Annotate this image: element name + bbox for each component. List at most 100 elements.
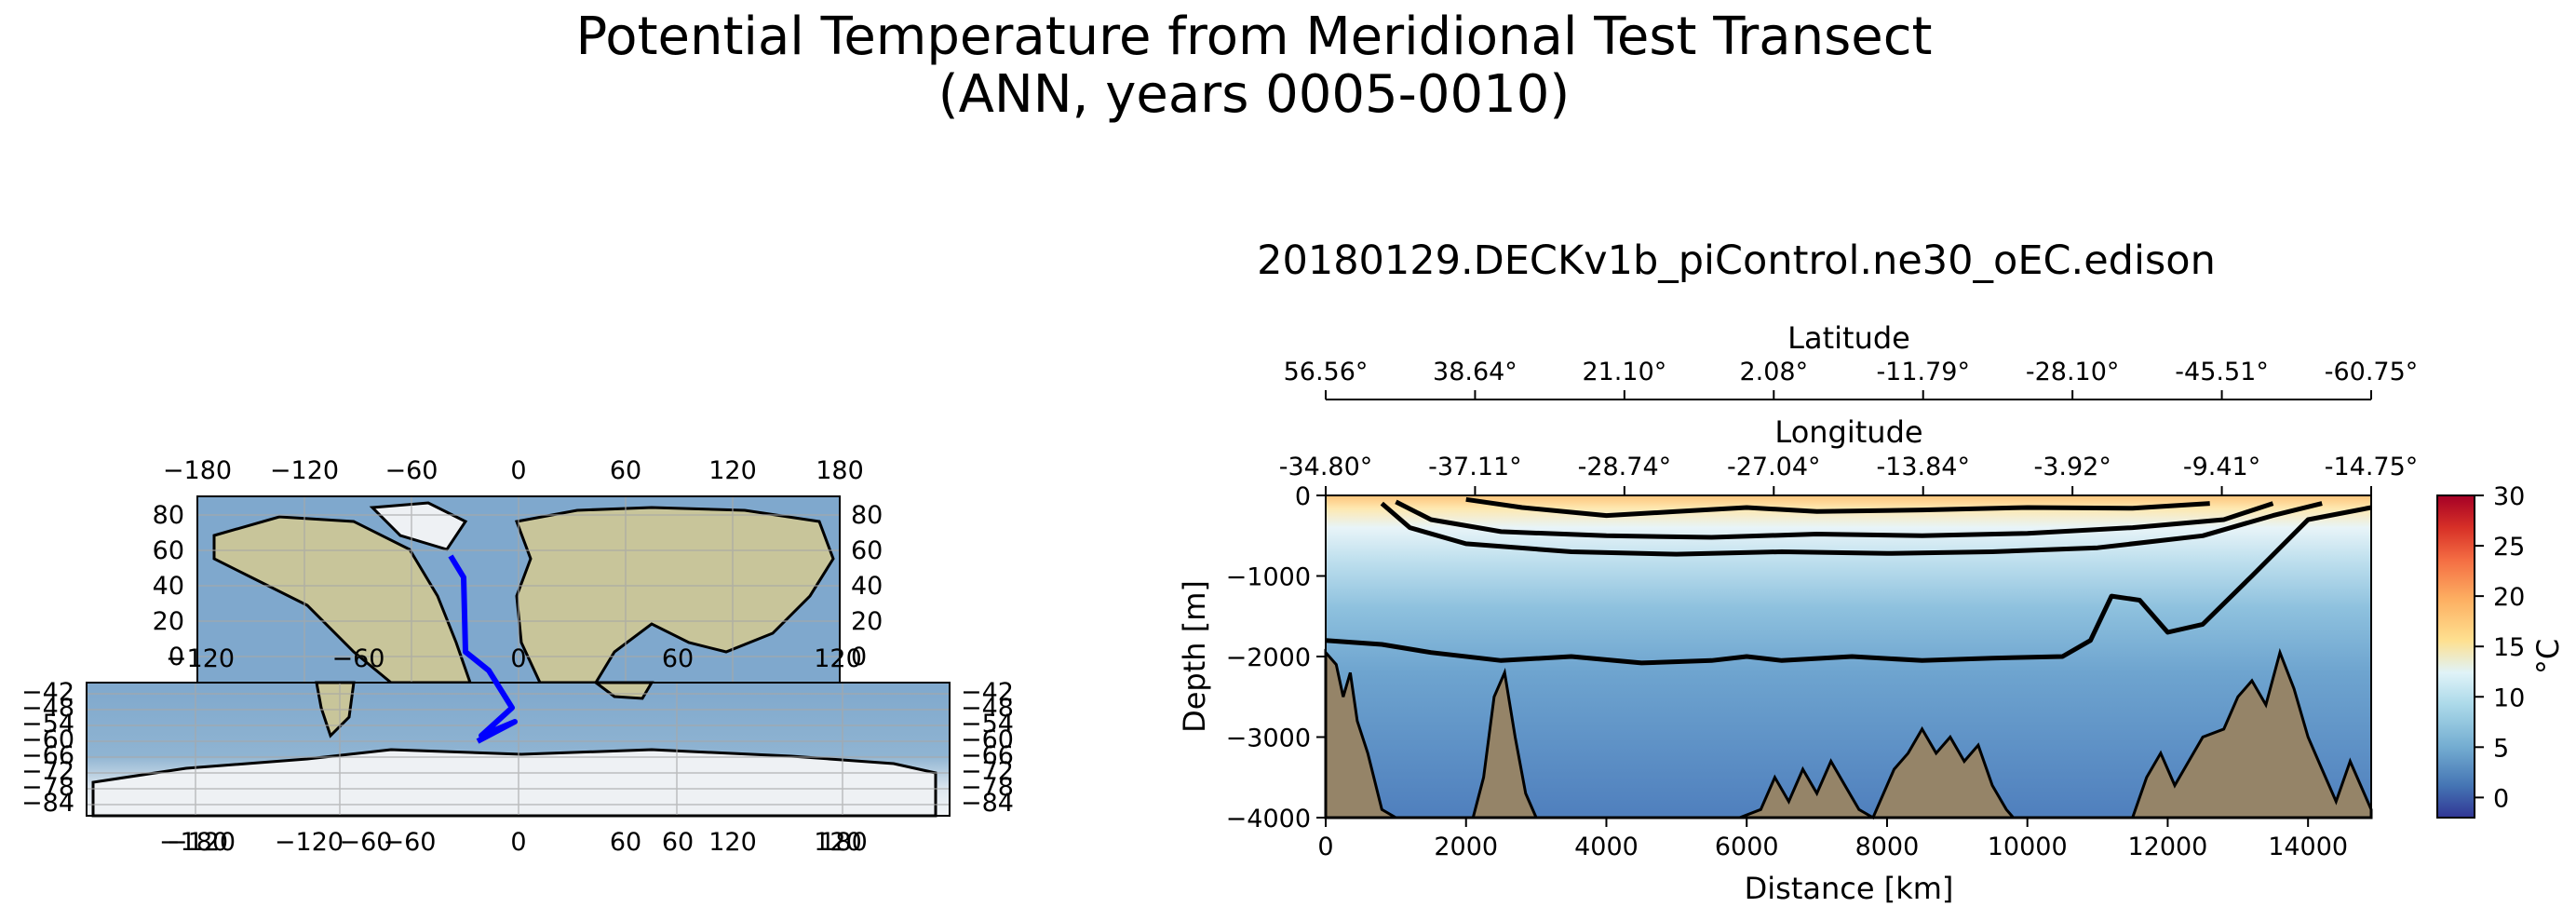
map-tick: 40 bbox=[153, 572, 184, 601]
map-tick: 40 bbox=[851, 572, 883, 601]
secondary-tick-label: 2.08° bbox=[1739, 358, 1808, 386]
map-tick: −60 bbox=[385, 456, 438, 485]
secondary-tick-label: -11.79° bbox=[1876, 358, 1970, 386]
map-tick: 0 bbox=[510, 644, 526, 673]
colorbar-label: °C bbox=[2530, 639, 2566, 674]
latitude-ticks: 56.56° 38.64° 21.10° 2.08° -11.79° -28.10° -45… bbox=[1284, 358, 2419, 400]
map-tick: −48 bbox=[21, 694, 74, 723]
map-lat-ticks-right: 80 60 40 20 0 bbox=[851, 501, 883, 671]
isotherm-20 bbox=[1465, 496, 2210, 519]
isotherm-12 bbox=[1395, 499, 2274, 540]
map-mid-lon-ticks: −120 −60 0 60 120 bbox=[166, 644, 862, 673]
longitude-axis-label: Longitude bbox=[1774, 414, 1922, 450]
map-tick: −78 bbox=[21, 773, 74, 802]
x-tick-label: 6000 bbox=[1715, 833, 1779, 861]
map-upper-grid bbox=[197, 496, 840, 683]
secondary-tick-label: -60.75° bbox=[2325, 358, 2419, 386]
map-top-lon-ticks: −180 −120 −60 0 60 120 180 bbox=[163, 456, 864, 485]
map-tick: −66 bbox=[961, 741, 1014, 770]
map-tick: 60 bbox=[662, 644, 694, 673]
map-tick: 80 bbox=[153, 501, 184, 530]
map-tick: −120 bbox=[167, 828, 236, 857]
secondary-tick-label: -34.80° bbox=[1279, 453, 1373, 481]
map-tick: 0 bbox=[851, 643, 867, 671]
secondary-tick-label: 21.10° bbox=[1582, 358, 1666, 386]
secondary-tick-label: -45.51° bbox=[2175, 358, 2269, 386]
map-tick: 60 bbox=[851, 536, 883, 565]
map-tick: −48 bbox=[961, 694, 1014, 723]
map-tick: −60 bbox=[340, 828, 393, 857]
figure-title-line1: Potential Temperature from Meridional Te… bbox=[576, 7, 1933, 67]
secondary-tick-label: -37.11° bbox=[1428, 453, 1522, 481]
secondary-tick-label: -28.10° bbox=[2026, 358, 2120, 386]
secondary-tick-label: -28.74° bbox=[1578, 453, 1672, 481]
map-bottom-lon-ticks: −180 −120 −120 −60 −60 0 60 60 120 120 1… bbox=[159, 828, 868, 857]
x-axis-label: Distance [km] bbox=[1745, 871, 1954, 906]
secondary-tick-label: -9.41° bbox=[2183, 453, 2260, 481]
map-polar-lat-ticks-left: −42 −48 −54 −60 −66 −72 −78 −84 bbox=[21, 678, 74, 818]
map-tick: −42 bbox=[961, 678, 1014, 707]
longitude-ticks: -34.80° -37.11° -28.74° -27.04° -13.84° -3.92… bbox=[1279, 453, 2419, 495]
map-tick: −60 bbox=[21, 725, 74, 754]
x-tick-label: 2000 bbox=[1434, 833, 1498, 861]
map-tick: −180 bbox=[163, 456, 232, 485]
section-plot bbox=[1324, 494, 2373, 820]
y-tick-label: −3000 bbox=[1226, 725, 1311, 753]
map-tick: −72 bbox=[21, 757, 74, 786]
y-tick-label: −2000 bbox=[1226, 643, 1311, 672]
x-tick-label: 12000 bbox=[2127, 833, 2207, 861]
map-tick: −66 bbox=[21, 741, 74, 770]
colorbar bbox=[2436, 494, 2475, 819]
map-tick: 120 bbox=[814, 644, 862, 673]
map-tick: 20 bbox=[153, 607, 184, 636]
isotherm-contours bbox=[1325, 496, 2372, 666]
colorbar-tick-label: 10 bbox=[2493, 684, 2525, 712]
map-upper-land bbox=[212, 501, 835, 684]
map-tick: 60 bbox=[610, 456, 641, 485]
map-polar-lat-ticks-right: −42 −48 −54 −60 −66 −72 −78 −84 bbox=[961, 678, 1014, 818]
map-tick: 0 bbox=[510, 456, 526, 485]
map-tick: 0 bbox=[510, 828, 526, 857]
map-tick: −84 bbox=[21, 789, 74, 818]
map-tick: 120 bbox=[814, 828, 862, 857]
secondary-tick-label: 56.56° bbox=[1284, 358, 1369, 386]
map-tick: 0 bbox=[169, 643, 184, 671]
colorbar-tick-label: 25 bbox=[2493, 533, 2525, 562]
world-map: −180 −120 −60 0 60 120 180 80 60 40 20 0… bbox=[21, 456, 1014, 857]
secondary-tick-label: -27.04° bbox=[1727, 453, 1821, 481]
x-tick-label: 4000 bbox=[1574, 833, 1639, 861]
map-tick: −180 bbox=[159, 828, 228, 857]
y-axis-label: Depth [m] bbox=[1177, 580, 1212, 733]
y-tick-label: −1000 bbox=[1226, 563, 1311, 592]
map-tick: 180 bbox=[816, 456, 864, 485]
x-tick-label: 0 bbox=[1317, 833, 1333, 861]
y-axis-ticks: 0 −1000 −2000 −3000 −4000 bbox=[1226, 482, 1326, 833]
map-tick: 20 bbox=[851, 607, 883, 636]
map-tick: 80 bbox=[851, 501, 883, 530]
y-tick-label: 0 bbox=[1295, 482, 1311, 511]
map-tick: −84 bbox=[961, 789, 1014, 818]
map-tick: 120 bbox=[708, 828, 757, 857]
x-tick-label: 8000 bbox=[1855, 833, 1920, 861]
transect-line bbox=[448, 554, 518, 744]
colorbar-tick-label: 30 bbox=[2493, 482, 2525, 511]
map-tick: 60 bbox=[610, 828, 641, 857]
map-tick: −72 bbox=[961, 757, 1014, 786]
secondary-tick-label: -13.84° bbox=[1876, 453, 1970, 481]
isotherm-8 bbox=[1380, 501, 2323, 557]
colorbar-tick-label: 20 bbox=[2493, 583, 2525, 612]
secondary-tick-label: -14.75° bbox=[2325, 453, 2419, 481]
bathymetry bbox=[1324, 647, 2373, 820]
secondary-tick-label: -3.92° bbox=[2033, 453, 2111, 481]
x-tick-label: 14000 bbox=[2268, 833, 2348, 861]
map-tick: 120 bbox=[708, 456, 757, 485]
x-axis-ticks: 0 2000 4000 6000 8000 10000 12000 14000 bbox=[1317, 818, 2348, 861]
colorbar-tick-label: 0 bbox=[2493, 784, 2509, 813]
map-tick: 60 bbox=[153, 536, 184, 565]
map-tick: −42 bbox=[21, 678, 74, 707]
latitude-axis-label: Latitude bbox=[1787, 320, 1910, 356]
chart-title: 20180129.DECKv1b_piControl.ne30_oEC.edis… bbox=[1257, 237, 2216, 284]
secondary-tick-label: 38.64° bbox=[1433, 358, 1517, 386]
map-lat-ticks-left: 80 60 40 20 0 bbox=[153, 501, 184, 671]
